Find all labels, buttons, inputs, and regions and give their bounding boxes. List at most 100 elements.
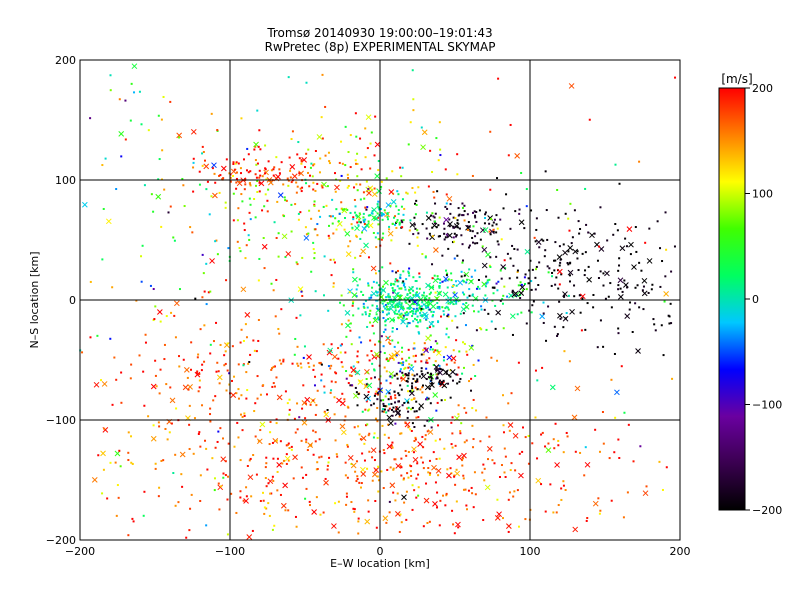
data-point	[405, 359, 408, 362]
data-point	[341, 162, 344, 165]
data-point	[498, 476, 501, 479]
data-point-cross	[408, 286, 415, 292]
data-point-cross	[635, 348, 641, 354]
data-point	[455, 302, 458, 305]
data-point	[428, 357, 431, 360]
data-point	[388, 228, 391, 231]
data-point	[242, 363, 245, 366]
data-point-cross	[331, 523, 337, 529]
data-point	[447, 302, 450, 305]
data-point	[228, 172, 231, 175]
data-point	[659, 247, 662, 250]
data-point	[423, 424, 426, 427]
data-point	[383, 433, 386, 436]
data-point	[355, 135, 358, 138]
data-point	[546, 238, 549, 241]
data-point	[592, 293, 595, 296]
data-point	[456, 254, 459, 257]
data-point	[396, 292, 399, 295]
data-point	[340, 361, 343, 364]
data-point	[305, 152, 308, 155]
data-point	[385, 313, 388, 316]
data-point	[295, 261, 298, 264]
data-point	[512, 495, 515, 498]
data-point	[518, 208, 521, 211]
data-point	[434, 481, 437, 484]
data-point	[569, 202, 572, 205]
data-point-cross	[387, 230, 394, 237]
data-point-cross	[412, 456, 419, 463]
data-point	[432, 314, 435, 317]
data-point	[438, 121, 441, 124]
data-point	[385, 177, 388, 180]
data-point	[389, 395, 392, 398]
data-point-cross	[408, 365, 415, 372]
data-point	[305, 441, 308, 444]
data-point	[617, 438, 620, 441]
data-point	[429, 472, 432, 475]
data-point	[237, 436, 240, 439]
data-point	[484, 217, 487, 220]
data-point	[543, 255, 546, 258]
data-point	[312, 364, 315, 367]
data-point	[314, 413, 317, 416]
data-point-cross	[524, 248, 531, 255]
data-point	[401, 281, 404, 284]
data-point	[521, 450, 524, 453]
data-point	[89, 117, 92, 120]
data-point	[229, 176, 232, 179]
data-point	[338, 161, 341, 164]
data-point	[226, 498, 229, 501]
data-point	[406, 293, 409, 296]
data-point	[445, 274, 448, 277]
data-point	[368, 450, 371, 453]
data-point	[257, 339, 260, 342]
data-point	[396, 305, 399, 308]
data-point-cross	[323, 411, 330, 418]
data-point-cross	[212, 192, 218, 199]
data-point	[451, 241, 454, 244]
data-point	[400, 306, 403, 309]
data-point	[390, 402, 393, 405]
data-point	[283, 215, 286, 218]
data-point	[596, 259, 599, 262]
data-point-cross	[323, 479, 329, 486]
data-point	[208, 213, 211, 216]
y-tick-label: −200	[46, 534, 76, 547]
data-point	[365, 208, 368, 211]
data-point	[273, 385, 276, 388]
data-point	[607, 295, 610, 298]
data-point-cross	[388, 305, 394, 312]
data-point	[247, 234, 250, 237]
data-point	[404, 421, 407, 424]
data-point	[362, 191, 365, 194]
data-point	[477, 359, 480, 362]
data-point	[416, 462, 419, 465]
data-point	[429, 334, 432, 337]
data-point	[382, 399, 385, 402]
data-point	[265, 456, 268, 459]
data-point	[306, 449, 309, 452]
data-point	[232, 161, 235, 164]
data-point	[313, 163, 316, 166]
data-point	[209, 352, 212, 355]
data-point	[182, 358, 185, 361]
data-point	[379, 399, 382, 402]
data-point	[197, 353, 200, 356]
data-point	[380, 185, 383, 188]
data-point	[411, 484, 414, 487]
data-point	[417, 473, 420, 476]
data-point	[147, 415, 150, 418]
data-point	[270, 169, 273, 172]
data-point	[463, 219, 466, 222]
data-point	[602, 345, 605, 348]
data-point	[113, 356, 116, 359]
data-point	[394, 394, 397, 397]
data-point	[296, 185, 299, 188]
data-point	[271, 367, 274, 370]
data-point	[604, 297, 607, 300]
data-point	[437, 382, 440, 385]
data-point	[248, 238, 251, 241]
data-point	[244, 323, 247, 326]
data-point	[599, 270, 602, 273]
